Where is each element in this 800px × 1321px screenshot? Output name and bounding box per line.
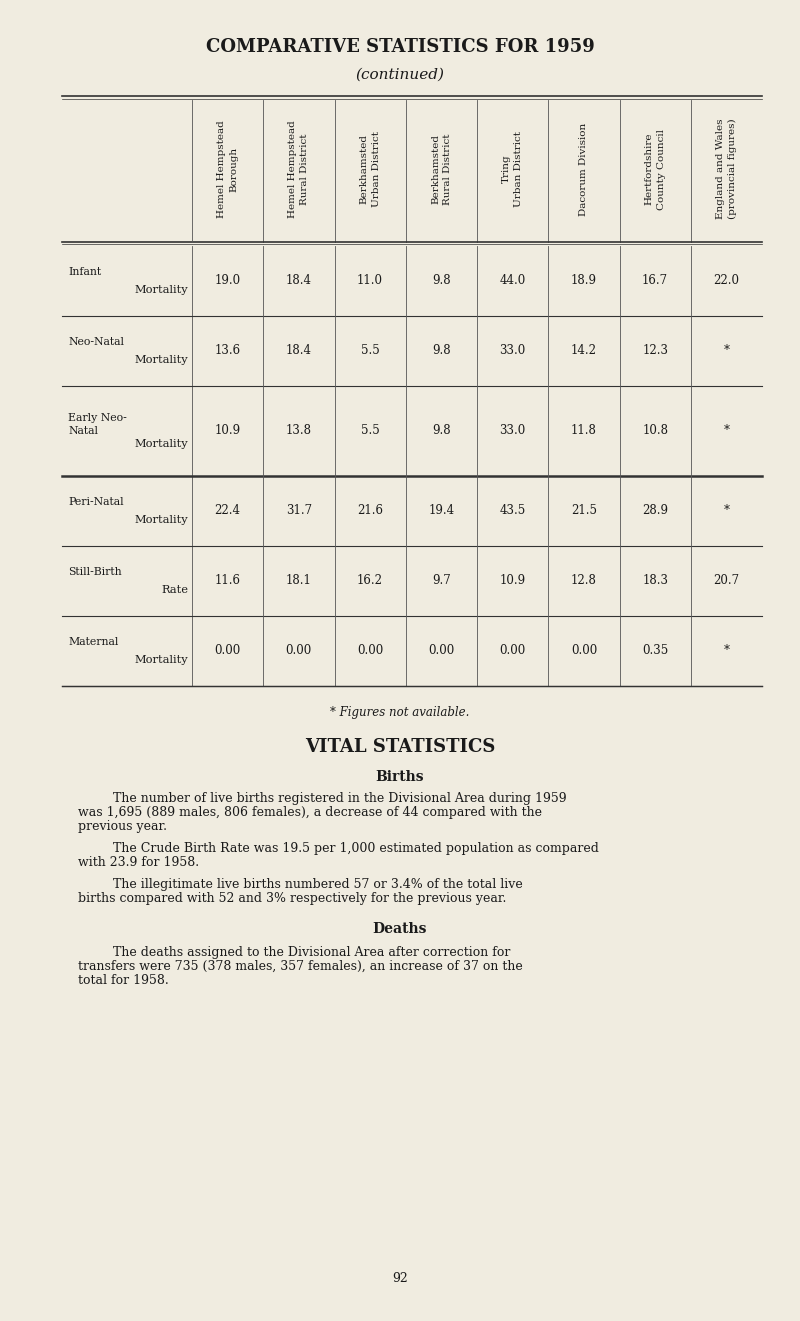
Text: 11.8: 11.8 (571, 424, 597, 437)
Text: 0.00: 0.00 (499, 645, 526, 658)
Text: births compared with 52 and 3% respectively for the previous year.: births compared with 52 and 3% respectiv… (78, 892, 506, 905)
Text: *: * (723, 424, 730, 437)
Text: Berkhamsted
Urban District: Berkhamsted Urban District (360, 131, 381, 207)
Text: 0.35: 0.35 (642, 645, 668, 658)
Text: Mortality: Mortality (134, 439, 188, 449)
Text: Dacorum Division: Dacorum Division (579, 123, 588, 215)
Text: 9.8: 9.8 (432, 345, 450, 358)
Text: England and Wales
(provincial figures): England and Wales (provincial figures) (716, 119, 737, 219)
Text: Deaths: Deaths (373, 922, 427, 937)
Text: 9.7: 9.7 (432, 575, 450, 588)
Text: The number of live births registered in the Divisional Area during 1959: The number of live births registered in … (113, 793, 566, 804)
Text: 16.7: 16.7 (642, 275, 668, 288)
Text: Mortality: Mortality (134, 355, 188, 365)
Text: Peri-Natal: Peri-Natal (68, 497, 124, 507)
Text: Neo-Natal: Neo-Natal (68, 337, 124, 347)
Text: 12.8: 12.8 (571, 575, 597, 588)
Text: was 1,695 (889 males, 806 females), a decrease of 44 compared with the: was 1,695 (889 males, 806 females), a de… (78, 806, 542, 819)
Text: Hertfordshire
County Council: Hertfordshire County Council (645, 128, 666, 210)
Text: 5.5: 5.5 (361, 424, 379, 437)
Text: Rate: Rate (161, 585, 188, 594)
Text: 18.4: 18.4 (286, 275, 312, 288)
Text: *: * (723, 345, 730, 358)
Text: 44.0: 44.0 (499, 275, 526, 288)
Text: 0.00: 0.00 (357, 645, 383, 658)
Text: VITAL STATISTICS: VITAL STATISTICS (305, 738, 495, 756)
Text: 20.7: 20.7 (714, 575, 739, 588)
Text: *: * (723, 505, 730, 518)
Text: 0.00: 0.00 (570, 645, 597, 658)
Text: 18.3: 18.3 (642, 575, 668, 588)
Text: 28.9: 28.9 (642, 505, 668, 518)
Text: 13.6: 13.6 (214, 345, 241, 358)
Text: Hemel Hempstead
Borough: Hemel Hempstead Borough (218, 120, 238, 218)
Text: 33.0: 33.0 (499, 345, 526, 358)
Text: total for 1958.: total for 1958. (78, 974, 169, 987)
Text: 11.0: 11.0 (357, 275, 383, 288)
Text: previous year.: previous year. (78, 820, 167, 834)
Text: 92: 92 (392, 1272, 408, 1285)
Text: 33.0: 33.0 (499, 424, 526, 437)
Text: Berkhamsted
Rural District: Berkhamsted Rural District (431, 133, 452, 205)
Text: 0.00: 0.00 (428, 645, 454, 658)
Text: Tring
Urban District: Tring Urban District (502, 131, 523, 207)
Text: 10.9: 10.9 (499, 575, 526, 588)
Text: Hemel Hempstead
Rural District: Hemel Hempstead Rural District (289, 120, 310, 218)
Text: 21.5: 21.5 (571, 505, 597, 518)
Text: 22.0: 22.0 (714, 275, 739, 288)
Text: The Crude Birth Rate was 19.5 per 1,000 estimated population as compared: The Crude Birth Rate was 19.5 per 1,000 … (113, 841, 599, 855)
Text: 0.00: 0.00 (214, 645, 241, 658)
Text: 10.8: 10.8 (642, 424, 668, 437)
Text: transfers were 735 (378 males, 357 females), an increase of 37 on the: transfers were 735 (378 males, 357 femal… (78, 960, 522, 974)
Text: 16.2: 16.2 (357, 575, 383, 588)
Text: 31.7: 31.7 (286, 505, 312, 518)
Text: 18.9: 18.9 (571, 275, 597, 288)
Text: Mortality: Mortality (134, 655, 188, 664)
Text: 0.00: 0.00 (286, 645, 312, 658)
Text: 10.9: 10.9 (214, 424, 241, 437)
Text: The illegitimate live births numbered 57 or 3.4% of the total live: The illegitimate live births numbered 57… (113, 878, 522, 890)
Text: 11.6: 11.6 (214, 575, 241, 588)
Text: with 23.9 for 1958.: with 23.9 for 1958. (78, 856, 199, 869)
Text: Mortality: Mortality (134, 285, 188, 295)
Text: 9.8: 9.8 (432, 275, 450, 288)
Text: 9.8: 9.8 (432, 424, 450, 437)
Text: 14.2: 14.2 (571, 345, 597, 358)
Text: 13.8: 13.8 (286, 424, 312, 437)
Text: Maternal: Maternal (68, 637, 118, 647)
Text: 43.5: 43.5 (499, 505, 526, 518)
Text: Births: Births (376, 770, 424, 783)
Text: 22.4: 22.4 (214, 505, 241, 518)
Text: The deaths assigned to the Divisional Area after correction for: The deaths assigned to the Divisional Ar… (113, 946, 510, 959)
Text: Infant: Infant (68, 267, 101, 277)
Text: 5.5: 5.5 (361, 345, 379, 358)
Text: Early Neo-: Early Neo- (68, 412, 126, 423)
Text: *: * (723, 645, 730, 658)
Text: COMPARATIVE STATISTICS FOR 1959: COMPARATIVE STATISTICS FOR 1959 (206, 38, 594, 55)
Text: 19.4: 19.4 (428, 505, 454, 518)
Text: (continued): (continued) (355, 67, 445, 82)
Text: Still-Birth: Still-Birth (68, 567, 122, 577)
Text: 18.1: 18.1 (286, 575, 312, 588)
Text: Mortality: Mortality (134, 515, 188, 524)
Text: 18.4: 18.4 (286, 345, 312, 358)
Text: Natal: Natal (68, 425, 98, 436)
Text: 12.3: 12.3 (642, 345, 668, 358)
Text: 21.6: 21.6 (357, 505, 383, 518)
Text: * Figures not available.: * Figures not available. (330, 705, 470, 719)
Text: 19.0: 19.0 (214, 275, 241, 288)
